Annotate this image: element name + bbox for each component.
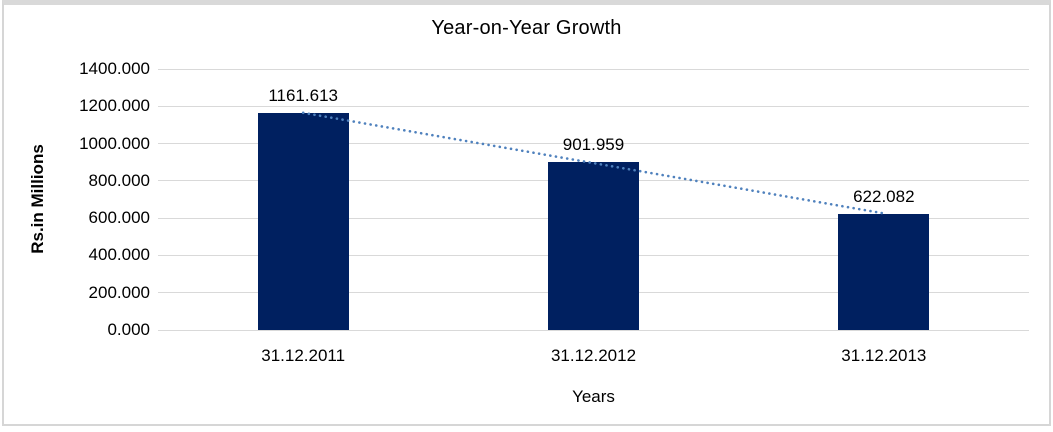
bar-31.12.2012 [548,161,639,330]
x-axis-title: Years [572,387,615,406]
y-tick-label: 200.000 [88,282,150,302]
y-tick-label: 1000.000 [79,133,150,153]
x-tick-label: 31.12.2011 [261,346,346,365]
bar-value-label: 622.082 [853,187,915,207]
bar-31.12.2011 [257,113,349,330]
y-tick-label: 1200.000 [79,96,150,116]
bar-31.12.2013 [838,214,930,330]
y-tick-label: 1400.000 [79,59,150,78]
gridline [158,105,1029,107]
gridline [158,329,1029,331]
y-tick-label: 600.000 [88,208,150,228]
bar-value-label: 1161.613 [268,86,338,106]
y-tick-label: 0.000 [107,320,150,339]
bar-value-label: 901.959 [562,134,625,154]
y-tick-label: 400.000 [88,245,150,265]
gridline [158,68,1029,70]
y-axis-title: Rs.in Millions [28,144,47,254]
y-tick-label: 800.000 [88,170,150,190]
x-tick-label: 31.12.2012 [550,346,637,365]
chart-title: Year-on-Year Growth [431,17,622,39]
x-tick-label: 31.12.2013 [841,346,927,365]
